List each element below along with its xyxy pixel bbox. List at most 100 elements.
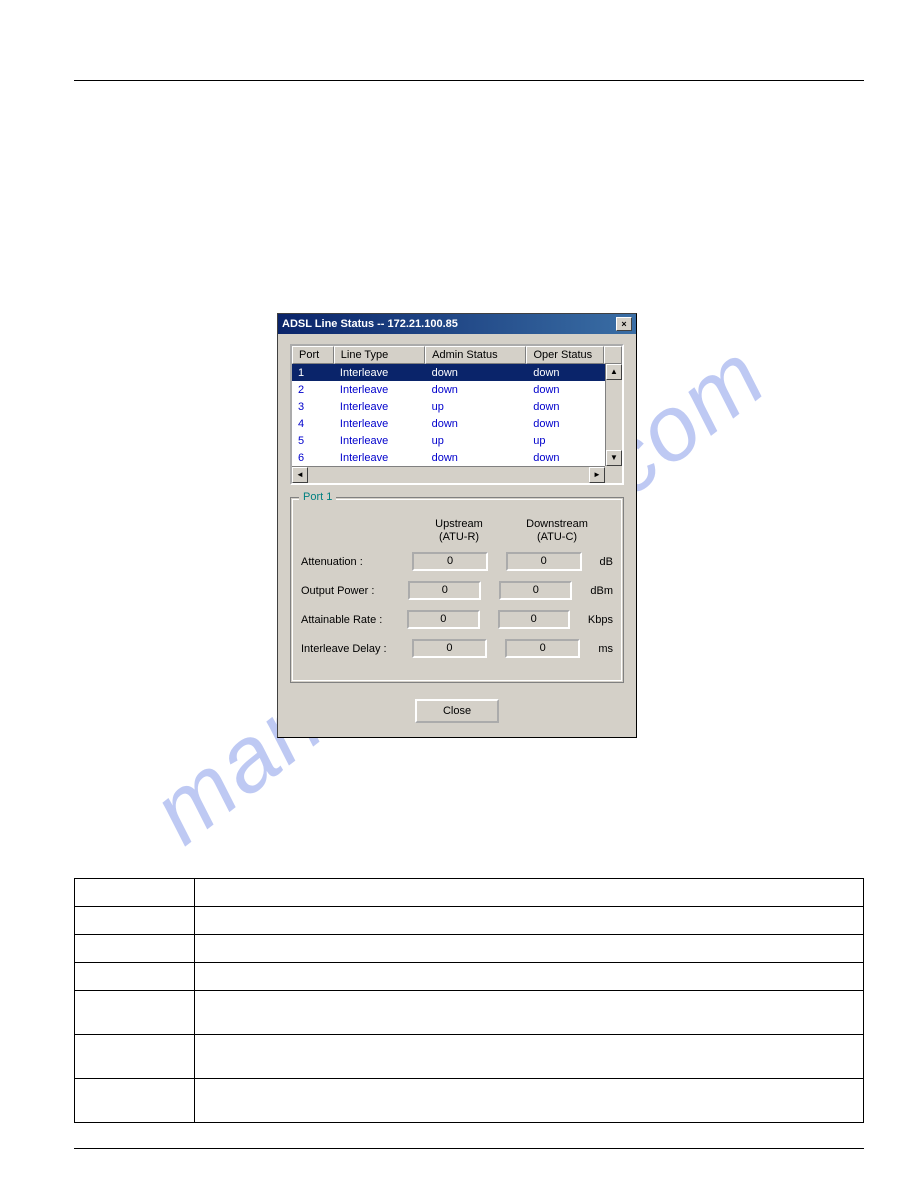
cell-port: 4 [292,418,334,430]
cell-line-type: Interleave [334,384,426,396]
desc-cell-label [75,1035,195,1079]
page-rule-top [74,80,864,81]
dialog-title: ADSL Line Status -- 172.21.100.85 [282,318,458,330]
cell-port: 3 [292,401,334,413]
desc-cell-text [195,1079,864,1123]
cell-port: 1 [292,367,334,379]
cell-admin-status: down [426,418,528,430]
close-icon[interactable]: × [616,317,632,331]
field-downstream-value: 0 [499,581,572,600]
desc-row [75,907,864,935]
cell-line-type: Interleave [334,418,426,430]
close-button[interactable]: Close [415,699,499,723]
page-rule-bottom [74,1148,864,1149]
cell-oper-status: down [527,401,605,413]
field-upstream-value: 0 [412,552,488,571]
cell-line-type: Interleave [334,367,426,379]
cell-admin-status: up [426,435,528,447]
desc-cell-label [75,991,195,1035]
col-line-type[interactable]: Line Type [334,346,425,364]
vertical-scrollbar[interactable]: ▲ ▼ [605,364,622,466]
desc-cell-text [195,935,864,963]
desc-cell-text [195,991,864,1035]
cell-admin-status: up [426,401,528,413]
field-row: Output Power :00dBm [301,581,613,600]
scroll-up-icon[interactable]: ▲ [606,364,622,380]
titlebar[interactable]: ADSL Line Status -- 172.21.100.85 × [278,314,636,334]
field-label: Attenuation : [301,556,412,568]
cell-oper-status: down [527,418,605,430]
cell-port: 2 [292,384,334,396]
table-row[interactable]: 6Interleavedowndown [292,449,605,466]
field-downstream-value: 0 [505,639,580,658]
cell-oper-status: down [527,452,605,464]
desc-cell-label [75,907,195,935]
cell-line-type: Interleave [334,401,426,413]
col-oper-status[interactable]: Oper Status [526,346,604,364]
upstream-header: Upstream (ATU-R) [419,518,499,544]
desc-cell-label [75,879,195,907]
desc-row [75,1079,864,1123]
col-port[interactable]: Port [292,346,334,364]
cell-admin-status: down [426,384,528,396]
field-row: Interleave Delay :00ms [301,639,613,658]
col-admin-status[interactable]: Admin Status [425,346,526,364]
table-row[interactable]: 4Interleavedowndown [292,415,605,432]
desc-cell-text [195,907,864,935]
table-body-area: 1Interleavedowndown2Interleavedowndown3I… [292,364,622,483]
scroll-corner [605,466,622,483]
field-row: Attenuation :00dB [301,552,613,571]
desc-row [75,879,864,907]
port-detail-group: Port 1 Upstream (ATU-R) Downstream (ATU-… [290,497,624,683]
description-table [74,878,864,1123]
scroll-left-icon[interactable]: ◄ [292,467,308,483]
cell-oper-status: up [527,435,605,447]
desc-cell-label [75,935,195,963]
table-header: Port Line Type Admin Status Oper Status [292,346,622,364]
fields-container: Attenuation :00dBOutput Power :00dBmAtta… [301,552,613,658]
field-downstream-value: 0 [498,610,570,629]
desc-cell-text [195,879,864,907]
downstream-l2: (ATU-C) [537,531,577,543]
upstream-l1: Upstream [435,518,483,530]
table-body: 1Interleavedowndown2Interleavedowndown3I… [292,364,605,466]
field-upstream-value: 0 [408,581,481,600]
port-table: Port Line Type Admin Status Oper Status … [290,344,624,485]
field-row: Attainable Rate :00Kbps [301,610,613,629]
field-label: Interleave Delay : [301,643,412,655]
upstream-l2: (ATU-R) [439,531,479,543]
cell-admin-status: down [426,452,528,464]
desc-row [75,1035,864,1079]
desc-row [75,991,864,1035]
scroll-right-icon[interactable]: ► [589,467,605,483]
field-unit: dB [600,556,613,568]
horizontal-scrollbar[interactable]: ◄ ► [292,466,605,483]
column-headers: Upstream (ATU-R) Downstream (ATU-C) [419,518,613,544]
table-row[interactable]: 1Interleavedowndown [292,364,605,381]
field-unit: ms [598,643,613,655]
cell-oper-status: down [527,384,605,396]
downstream-l1: Downstream [526,518,588,530]
field-downstream-value: 0 [506,552,582,571]
table-row[interactable]: 2Interleavedowndown [292,381,605,398]
group-label: Port 1 [299,491,336,503]
cell-line-type: Interleave [334,435,426,447]
field-upstream-value: 0 [407,610,479,629]
adsl-status-dialog: ADSL Line Status -- 172.21.100.85 × Port… [277,313,637,738]
cell-admin-status: down [426,367,528,379]
field-unit: dBm [590,585,613,597]
desc-row [75,935,864,963]
desc-row [75,963,864,991]
desc-cell-text [195,1035,864,1079]
desc-cell-label [75,963,195,991]
cell-line-type: Interleave [334,452,426,464]
cell-oper-status: down [527,367,605,379]
downstream-header: Downstream (ATU-C) [517,518,597,544]
dialog-body: Port Line Type Admin Status Oper Status … [278,334,636,737]
scroll-down-icon[interactable]: ▼ [606,450,622,466]
field-upstream-value: 0 [412,639,487,658]
table-row[interactable]: 3Interleaveupdown [292,398,605,415]
cell-port: 6 [292,452,334,464]
table-row[interactable]: 5Interleaveupup [292,432,605,449]
close-row: Close [290,699,624,723]
